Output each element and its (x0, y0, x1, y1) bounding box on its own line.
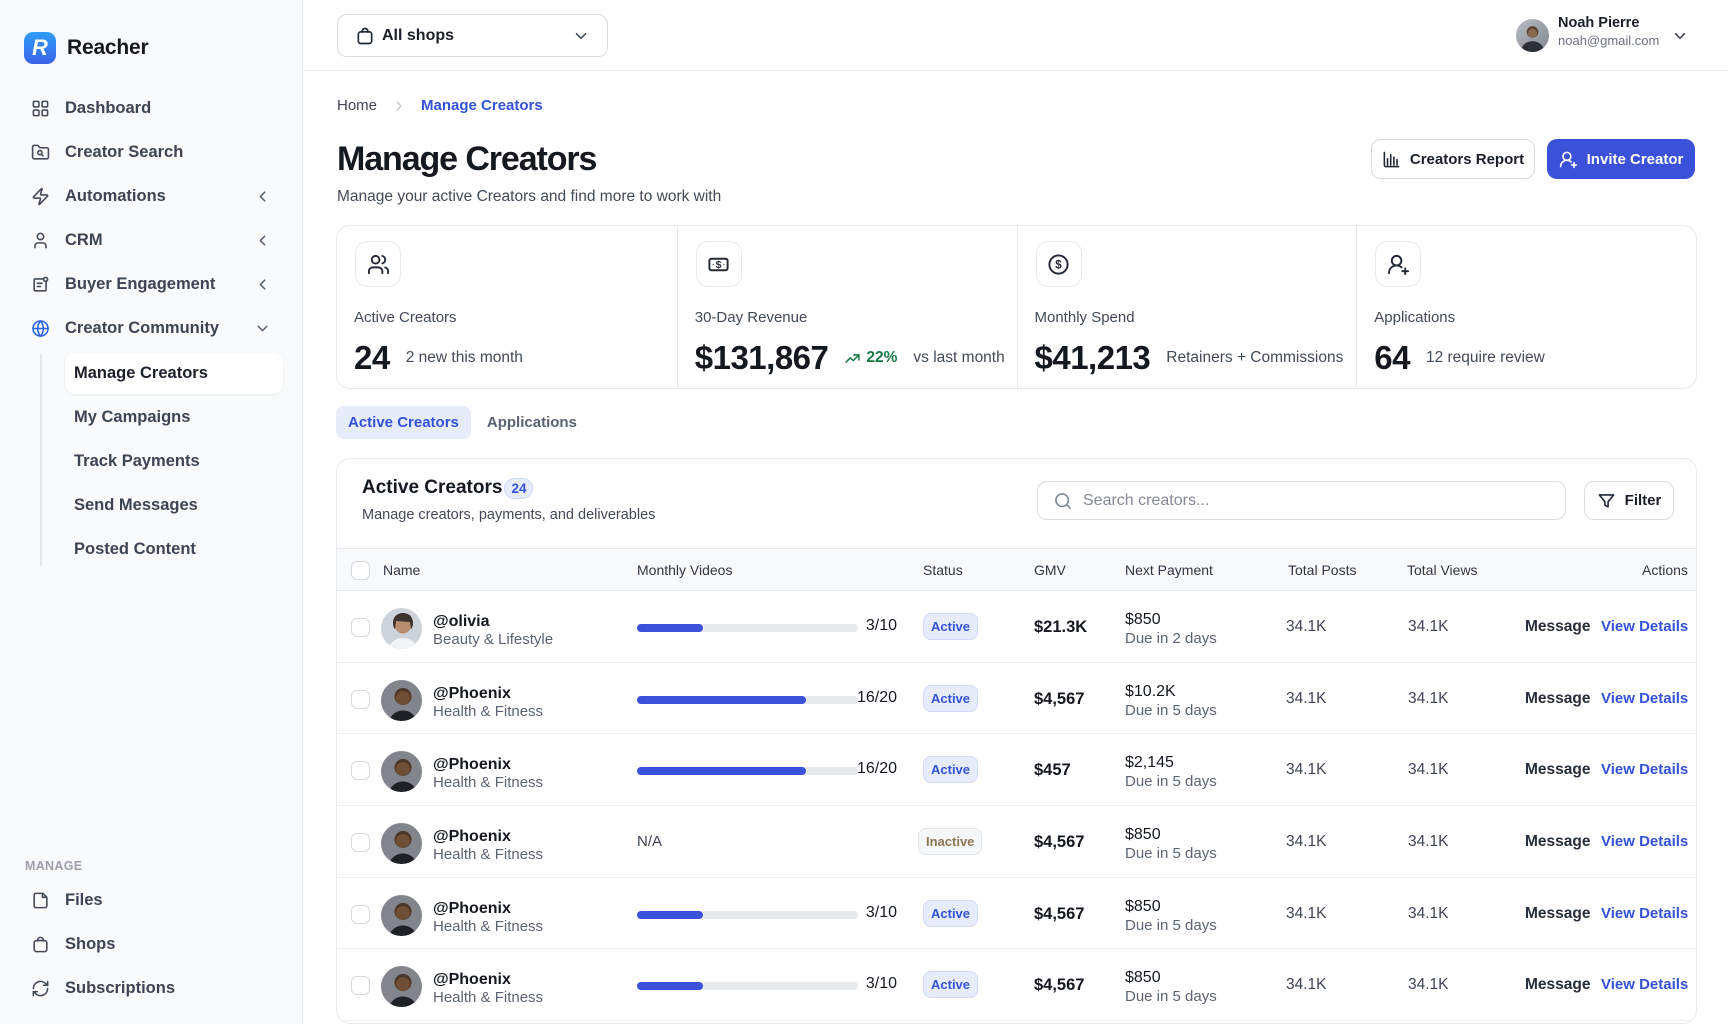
svg-text:$: $ (1055, 259, 1062, 271)
svg-text:$: $ (716, 259, 722, 271)
